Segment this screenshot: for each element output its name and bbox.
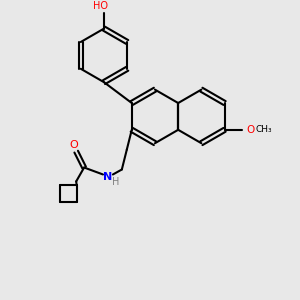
Text: CH₃: CH₃ xyxy=(255,125,272,134)
Text: N: N xyxy=(103,172,112,182)
Text: H: H xyxy=(112,177,120,188)
Text: HO: HO xyxy=(92,1,107,11)
Text: O: O xyxy=(70,140,79,150)
Text: O: O xyxy=(246,125,255,135)
